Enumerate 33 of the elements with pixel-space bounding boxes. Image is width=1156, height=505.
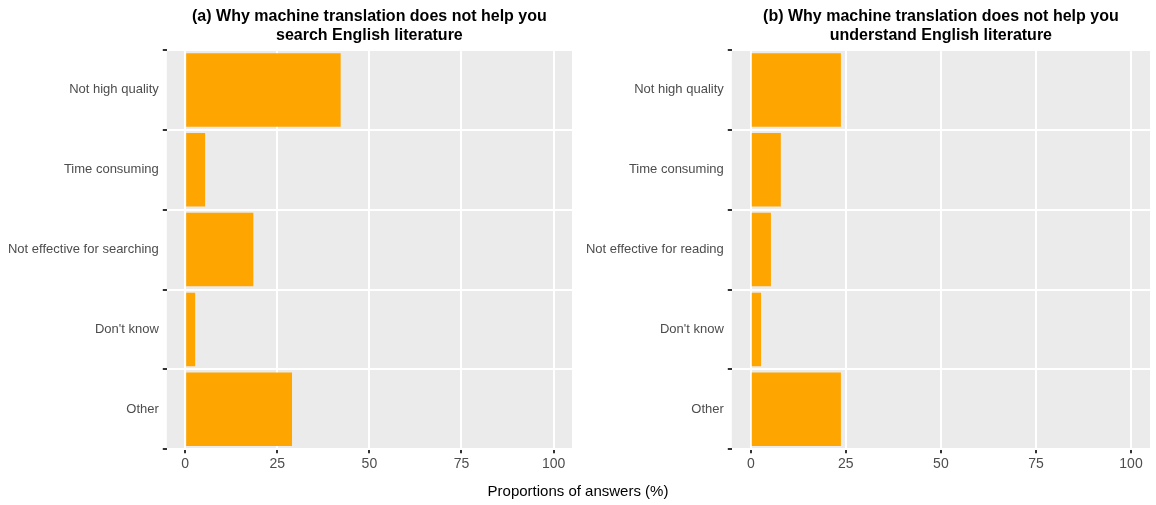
chart-title: (b) Why machine translation does not help you understand English literature: [762, 6, 1120, 44]
x-tick-label: 100: [541, 455, 566, 472]
x-tick-label: 100: [1119, 455, 1143, 472]
y-tick-label: Other: [691, 400, 725, 416]
bar: [751, 212, 771, 287]
y-tick-label: Don't know: [94, 321, 160, 337]
y-tick-label: Not effective for searching: [7, 241, 159, 257]
x-tick-label: 0: [746, 455, 755, 472]
bar: [186, 292, 196, 367]
x-tick-label: 75: [453, 455, 470, 472]
y-tick-label: Don't know: [659, 321, 725, 337]
x-tick-label: 0: [181, 455, 190, 472]
y-tick-label: Not high quality: [634, 81, 725, 97]
y-tick-label: Other: [126, 400, 160, 416]
bar: [751, 372, 841, 447]
x-tick-label: 75: [1028, 455, 1044, 472]
chart-title: (a) Why machine translation does not help you search English literature: [191, 6, 548, 44]
x-tick-label: 25: [838, 455, 854, 472]
bar: [186, 212, 254, 287]
bar: [751, 133, 781, 207]
y-tick-label: Not effective for reading: [585, 241, 724, 257]
x-tick-label: 50: [361, 455, 378, 472]
bar: [186, 53, 341, 127]
x-tick-label: 50: [933, 455, 949, 472]
x-tick-label: 25: [269, 455, 286, 472]
y-tick-label: Not high quality: [69, 81, 160, 97]
bar: [186, 372, 293, 447]
bar: [186, 133, 206, 207]
y-tick-label: Time consuming: [63, 161, 159, 177]
y-tick-label: Time consuming: [628, 161, 724, 177]
bar: [751, 53, 841, 127]
bar: [751, 292, 762, 367]
x-axis-title: Proportions of answers (%): [486, 482, 670, 499]
